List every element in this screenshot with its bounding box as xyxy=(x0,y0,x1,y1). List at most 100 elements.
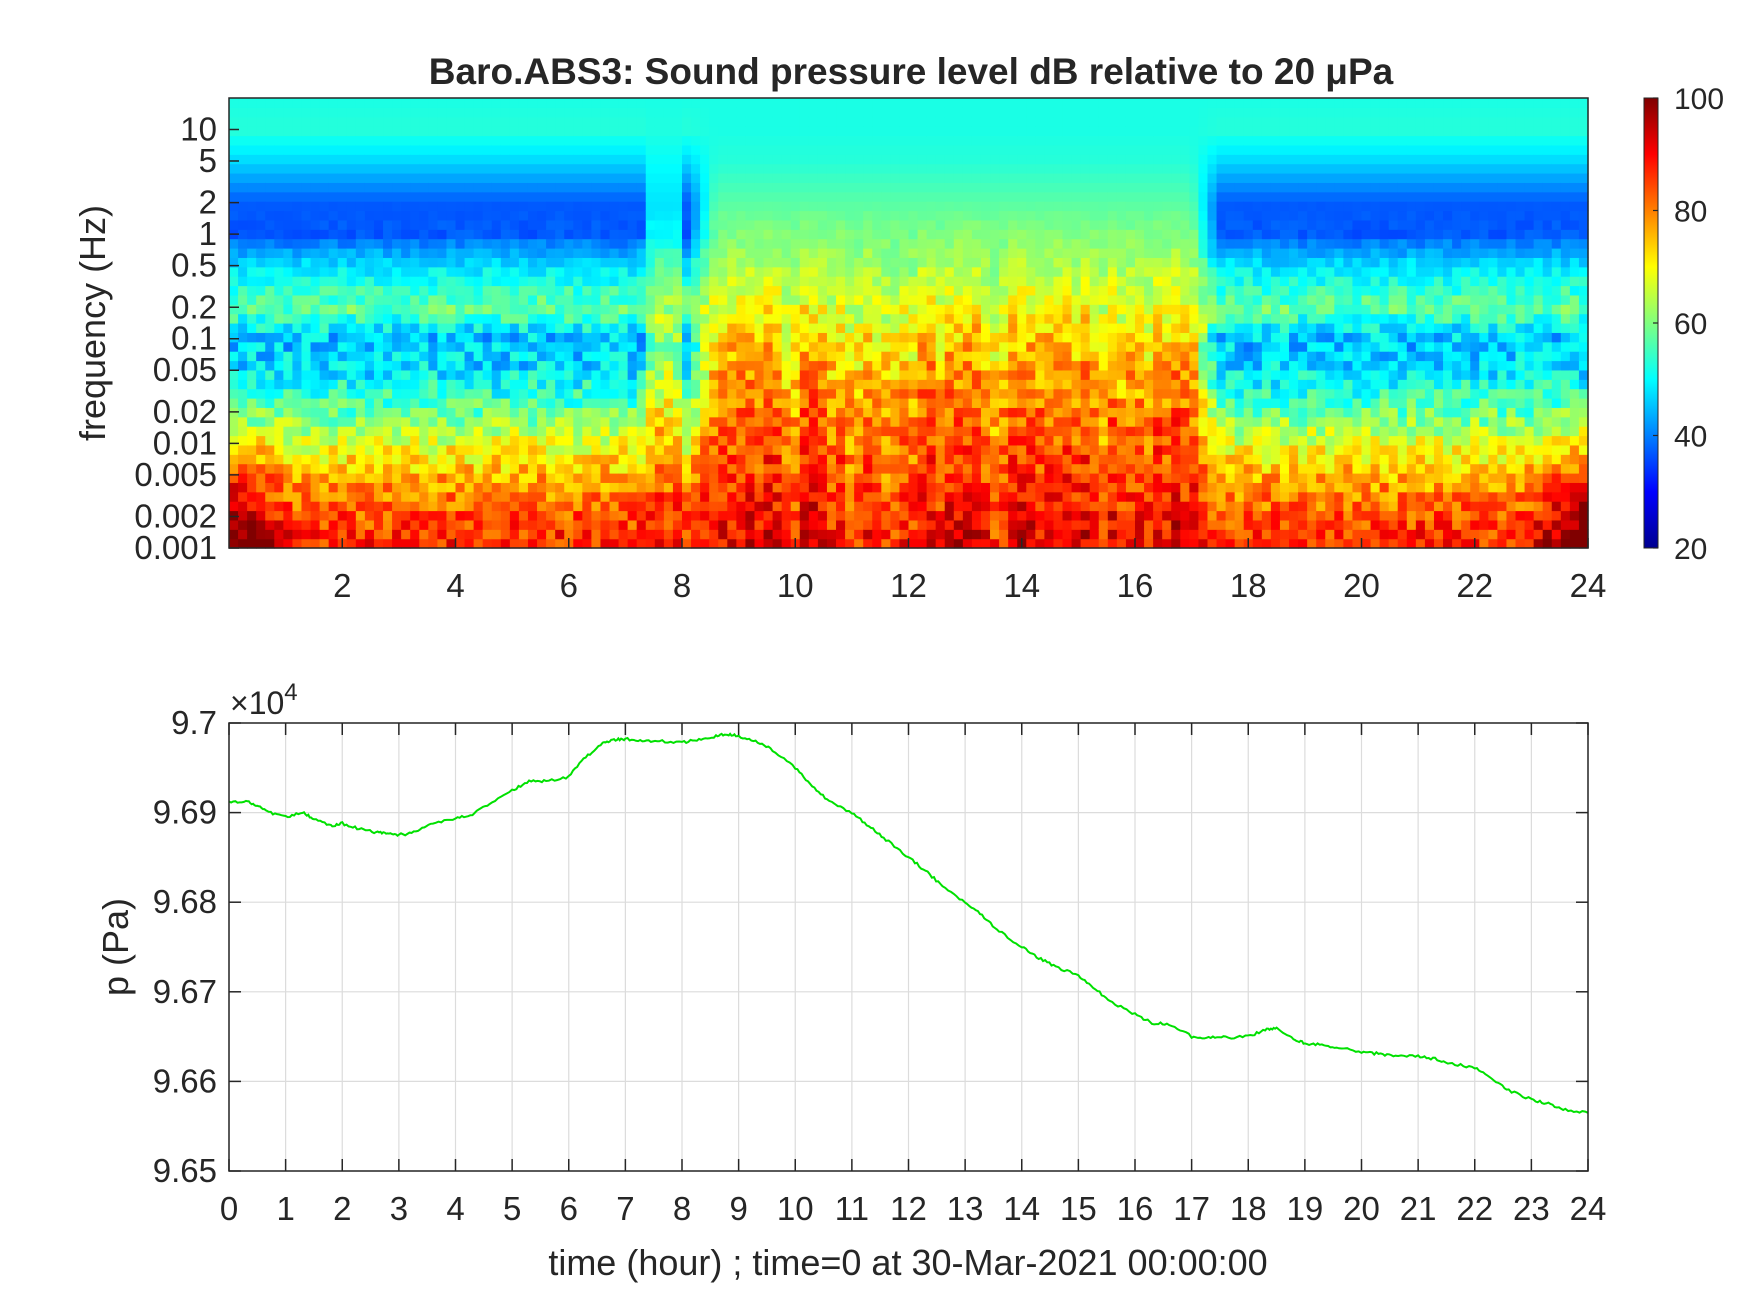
spectrogram-cell xyxy=(636,248,647,258)
spectrogram-cell xyxy=(645,351,656,362)
spectrogram-cell xyxy=(1008,426,1018,437)
spectrogram-cell xyxy=(971,266,982,277)
spectrogram-cell xyxy=(337,154,348,165)
spectrogram-cell xyxy=(971,285,982,296)
spectrogram-cell xyxy=(509,519,520,530)
spectrogram-cell xyxy=(355,257,366,268)
spectrogram-cell xyxy=(446,210,457,221)
spectrogram-cell xyxy=(600,107,611,118)
spectrogram-cell xyxy=(682,538,692,549)
spectrogram-cell xyxy=(364,519,375,530)
spectrogram-cell xyxy=(872,454,882,465)
spectrogram-cell xyxy=(591,163,602,174)
spectrogram-cell xyxy=(364,182,375,193)
spectrogram-cell xyxy=(709,126,719,137)
spectrogram-cell xyxy=(1107,163,1118,174)
spectrogram-cell xyxy=(663,107,674,118)
spectrogram-cell xyxy=(854,154,864,165)
spectrogram-cell xyxy=(618,201,629,212)
spectrogram-cell xyxy=(527,257,538,268)
spectrogram-cell xyxy=(1062,501,1073,512)
spectrogram-cell xyxy=(971,435,982,446)
spectrogram-cell xyxy=(537,257,547,268)
spectrogram-cell xyxy=(1162,426,1172,437)
spectrogram-cell xyxy=(1062,229,1073,240)
spectrogram-cell xyxy=(980,473,991,483)
spectrogram-cell xyxy=(962,126,973,137)
spectrogram-cell xyxy=(555,266,565,277)
spectrogram-cell xyxy=(917,285,928,296)
spectrogram-cell xyxy=(890,426,901,437)
spectrogram-cell xyxy=(256,126,266,137)
spectrogram-cell xyxy=(682,182,692,193)
spectrogram-cell xyxy=(709,135,719,146)
spectrogram-cell xyxy=(509,276,520,287)
spectrogram-cell xyxy=(1035,313,1045,324)
spectrogram-cell xyxy=(500,351,511,362)
spectrogram-cell xyxy=(301,473,312,483)
spectrogram-cell xyxy=(546,219,556,230)
spectrogram-cell xyxy=(799,510,810,521)
spectrogram-cell xyxy=(600,510,611,521)
spectrogram-cell xyxy=(890,463,901,474)
spectrogram-cell xyxy=(826,538,837,549)
spectrogram-cell xyxy=(808,482,819,493)
spectrogram-cell xyxy=(1125,285,1136,296)
spectrogram-cell xyxy=(555,98,565,108)
spectrogram-cell xyxy=(836,510,846,521)
spectrogram-cell xyxy=(256,304,266,315)
spectrogram-cell xyxy=(238,416,248,427)
spectrogram-cell xyxy=(1044,407,1055,418)
spectrogram-cell xyxy=(672,276,683,287)
spectrogram-cell xyxy=(627,323,638,333)
spectrogram-cell xyxy=(500,294,511,305)
spectrogram-cell xyxy=(1053,229,1064,240)
spectrogram-cell xyxy=(1071,341,1082,352)
spectrogram-cell xyxy=(781,98,792,108)
spectrogram-cell xyxy=(283,341,294,352)
spectrogram-cell xyxy=(808,154,819,165)
spectrogram-cell xyxy=(1107,276,1118,287)
spectrogram-cell xyxy=(1017,454,1027,465)
spectrogram-cell xyxy=(364,369,375,380)
spectrogram-cell xyxy=(872,473,882,483)
spectrogram-cell xyxy=(854,398,864,408)
spectrogram-cell xyxy=(591,191,602,202)
spectrogram-cell xyxy=(799,379,810,390)
spectrogram-cell xyxy=(419,257,429,268)
spectrogram-cell xyxy=(373,473,384,483)
spectrogram-cell xyxy=(1071,501,1082,512)
spectrogram-cell xyxy=(636,285,647,296)
spectrogram-cell xyxy=(437,323,448,333)
spectrogram-cell xyxy=(1017,163,1027,174)
spectrogram-cell xyxy=(944,369,955,380)
spectrogram-cell xyxy=(283,529,294,540)
spectrogram-cell xyxy=(645,154,656,165)
spectrogram-cell xyxy=(763,135,774,146)
spectrogram-cell xyxy=(437,144,448,155)
spectrogram-cell xyxy=(1098,163,1109,174)
spectrogram-cell xyxy=(392,529,402,540)
spectrogram-cell xyxy=(899,182,910,193)
spectrogram-cell xyxy=(654,201,665,212)
spectrogram-cell xyxy=(745,210,756,221)
spectrogram-cell xyxy=(419,491,429,502)
spectrogram-cell xyxy=(1062,379,1073,390)
spectrogram-cell xyxy=(392,219,402,230)
spectrogram-cell xyxy=(509,210,520,221)
spectrogram-cell xyxy=(247,388,257,399)
spectrogram-cell xyxy=(301,173,312,183)
spectrogram-cell xyxy=(383,285,393,296)
spectrogram-cell xyxy=(836,248,846,258)
spectrogram-cell xyxy=(926,491,937,502)
spectrogram-cell xyxy=(808,416,819,427)
spectrogram-cell xyxy=(1053,182,1064,193)
spectrogram-cell xyxy=(854,351,864,362)
spectrogram-cell xyxy=(301,107,312,118)
spectrogram-cell xyxy=(845,388,855,399)
spectrogram-cell xyxy=(772,444,783,455)
spectrogram-cell xyxy=(573,201,583,212)
spectrogram-cell xyxy=(482,360,493,371)
spectrogram-cell xyxy=(872,538,882,549)
spectrogram-cell xyxy=(962,248,973,258)
